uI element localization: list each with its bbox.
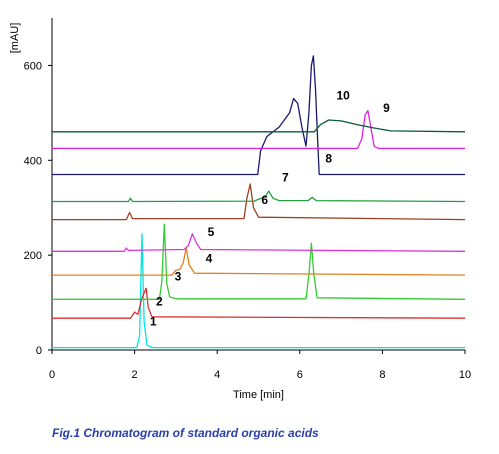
peak-label-5: 5: [208, 225, 215, 239]
peak-label-9: 9: [383, 101, 390, 115]
x-axis-title: Time [min]: [233, 389, 284, 401]
y-tick-label: 0: [36, 345, 42, 357]
peak-label-10: 10: [336, 89, 350, 103]
x-tick-label: 10: [459, 369, 471, 381]
figure-caption: Fig.1 Chromatogram of standard organic a…: [52, 426, 319, 440]
peak-label-8: 8: [325, 152, 332, 166]
x-tick-label: 4: [214, 369, 220, 381]
chromatogram-trace-6: [52, 183, 466, 221]
chromatogram-trace-2: [52, 287, 466, 319]
axis-ticks: 0 2 4 6 8 10 0 200 400 600: [24, 60, 471, 381]
series-layer: [52, 55, 466, 349]
peak-label-4: 4: [206, 251, 213, 265]
chromatogram-trace-4: [52, 247, 466, 276]
y-axis-title: [mAU]: [9, 23, 21, 54]
peak-label-1: 1: [150, 314, 157, 328]
peak-label-3: 3: [175, 269, 182, 283]
chromatogram-trace-9: [52, 109, 465, 150]
chromatogram-trace-1: [52, 233, 465, 349]
chromatogram-trace-3: [52, 223, 466, 300]
y-tick-label: 200: [24, 250, 42, 262]
peak-label-7: 7: [282, 171, 289, 185]
chromatogram-trace-5: [52, 233, 466, 252]
x-tick-label: 0: [49, 369, 55, 381]
chromatogram-trace-7: [52, 190, 466, 203]
y-tick-label: 600: [24, 60, 42, 72]
peak-label-2: 2: [156, 294, 163, 308]
peak-label-6: 6: [261, 193, 268, 207]
y-tick-label: 400: [24, 155, 42, 167]
x-tick-label: 2: [132, 369, 138, 381]
x-tick-label: 8: [379, 369, 385, 381]
chromatogram-trace-10: [52, 119, 466, 133]
chromatogram-trace-8: [52, 55, 465, 176]
x-tick-label: 6: [297, 369, 303, 381]
